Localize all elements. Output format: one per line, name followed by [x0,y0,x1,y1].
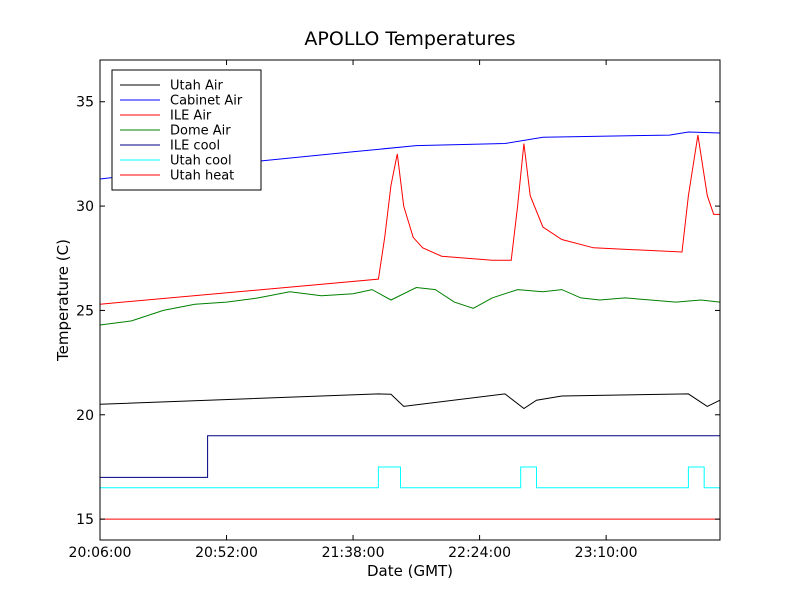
x-tick-label: 21:38:00 [322,545,385,561]
y-tick-label: 15 [76,512,94,528]
legend-label: Utah heat [170,169,234,184]
series-layer [99,131,721,520]
series-line-utah-cool [100,466,720,489]
y-tick-label: 30 [76,199,94,215]
legend-label: ILE cool [170,139,220,154]
y-tick-label: 35 [76,95,94,111]
series-line-utah-air [99,393,721,410]
series-line-ile-cool [100,435,720,478]
series-line-dome-air [99,286,721,326]
series-line-ile-air [99,135,720,305]
x-tick-label: 20:06:00 [69,545,132,561]
x-axis-label: Date (GMT) [367,562,453,580]
legend-label: Utah Air [170,79,223,94]
legend-label: ILE Air [170,109,212,124]
x-axis-ticks: 20:06:00 20:52:00 21:38:00 22:24:00 23:10:00 [69,60,638,561]
legend-label: Dome Air [170,124,231,139]
legend-label: Utah cool [170,154,232,169]
plot-frame [99,59,721,541]
chart-title: APOLLO Temperatures [304,28,515,50]
x-tick-label: 20:52:00 [195,545,258,561]
y-tick-label: 25 [76,303,94,319]
y-axis-ticks: 15 20 25 30 35 [76,95,720,528]
x-tick-label: 22:24:00 [448,545,511,561]
x-tick-label: 23:10:00 [575,545,638,561]
legend-label: Cabinet Air [170,94,243,109]
series-line-cabinet-air [99,131,721,180]
y-tick-label: 20 [76,408,94,424]
y-axis-label: Temperature (C) [54,239,72,362]
